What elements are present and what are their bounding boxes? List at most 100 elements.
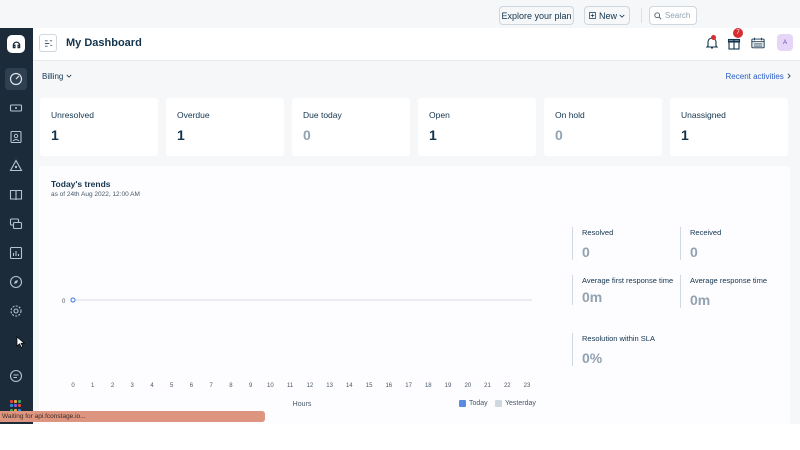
x-tick-label: 15: [366, 383, 373, 389]
sidebar-reports-icon[interactable]: [5, 242, 27, 264]
plus-box-icon: [588, 12, 596, 19]
chevron-right-icon: [787, 73, 791, 79]
stat-label: Average response time: [690, 276, 767, 285]
legend-yesterday[interactable]: Yesterday: [495, 400, 536, 407]
legend-label-yesterday: Yesterday: [505, 400, 536, 407]
x-tick-label: 13: [326, 383, 333, 389]
stat-received: Received 0: [680, 227, 780, 260]
stat-value: 0: [690, 244, 698, 260]
today-data-point: [70, 297, 76, 303]
stat-label: Received: [690, 228, 722, 237]
x-tick-label: 22: [504, 383, 511, 389]
card-value: 0: [303, 127, 311, 143]
x-tick-label: 7: [210, 383, 214, 389]
y-tick-label: 0: [62, 299, 66, 305]
workspace-filter-dropdown[interactable]: Billing: [42, 72, 72, 81]
x-tick-label: 2: [111, 383, 115, 389]
x-tick-label: 21: [484, 383, 491, 389]
x-tick-label: 10: [267, 383, 274, 389]
summary-card-overdue[interactable]: Overdue 1: [166, 98, 284, 156]
x-tick-label: 9: [249, 383, 253, 389]
sidebar-groups-icon[interactable]: [5, 155, 27, 177]
stat-avg-response: Average response time 0m: [680, 275, 782, 308]
x-tick-label: 5: [170, 383, 174, 389]
x-tick-label: 3: [131, 383, 135, 389]
summary-card-unassigned[interactable]: Unassigned 1: [670, 98, 788, 156]
legend-swatch-today: [459, 400, 466, 407]
app-switcher-icon[interactable]: [10, 400, 22, 412]
apps-calendar-icon[interactable]: [750, 36, 765, 50]
sidebar-chat-icon[interactable]: [5, 365, 27, 387]
sidebar-contacts-icon[interactable]: [5, 126, 27, 148]
recent-activities-label: Recent activities: [725, 72, 784, 81]
app-frame: My Dashboard Explore your plan New Searc…: [0, 6, 800, 424]
sidebar-dashboard-icon[interactable]: [5, 68, 27, 90]
trends-chart: 0 0 1 2 3 4 5 6 7 8 9 10 11 12 13 14 15 16 17 18 19 20 21 22 23…: [62, 297, 532, 408]
summary-card-due-today[interactable]: Due today 0: [292, 98, 410, 156]
card-label: Unassigned: [681, 110, 726, 120]
x-axis-ticks: 0 1 2 3 4 5 6 7 8 9 10 11 12 13 14 15 16 17 18 19 20 21 22 23: [71, 383, 531, 389]
card-label: Overdue: [177, 110, 210, 120]
stat-value: 0: [582, 244, 590, 260]
sidebar-tickets-icon[interactable]: [5, 97, 27, 119]
sub-bar: Billing Recent activities: [33, 62, 800, 91]
stat-value: 0m: [582, 289, 603, 305]
stat-resolution-sla: Resolution within SLA 0%: [572, 333, 674, 366]
card-value: 1: [51, 127, 59, 143]
search-icon: [654, 11, 662, 20]
chevron-down-icon: [66, 74, 72, 78]
user-avatar[interactable]: A: [777, 34, 793, 51]
collapse-menu-icon: [44, 39, 52, 47]
legend-swatch-yesterday: [495, 400, 502, 407]
sidebar-knowledge-base-icon[interactable]: [5, 184, 27, 206]
trends-subtitle: as of 24th Aug 2022, 12:00 AM: [51, 191, 140, 198]
x-tick-label: 4: [150, 383, 154, 389]
card-value: 1: [177, 127, 185, 143]
summary-card-open[interactable]: Open 1: [418, 98, 536, 156]
stat-avg-first-response: Average first response time 0m: [572, 275, 674, 305]
recent-activities-link[interactable]: Recent activities: [726, 72, 792, 81]
card-label: On hold: [555, 110, 585, 120]
x-tick-label: 16: [385, 383, 392, 389]
card-value: 1: [681, 127, 689, 143]
todays-trends-panel: Today's trends as of 24th Aug 2022, 12:0…: [39, 166, 790, 424]
sidebar-explore-icon[interactable]: [5, 271, 27, 293]
stat-label: Resolution within SLA: [582, 334, 655, 343]
x-tick-label: 20: [464, 383, 471, 389]
card-label: Open: [429, 110, 450, 120]
x-tick-label: 11: [287, 383, 294, 389]
x-tick-label: 19: [445, 383, 452, 389]
legend-today[interactable]: Today: [459, 400, 488, 407]
x-tick-label: 18: [425, 383, 432, 389]
x-tick-label: 0: [71, 383, 75, 389]
workspace-filter-label: Billing: [42, 72, 64, 81]
x-tick-label: 17: [405, 383, 412, 389]
new-button[interactable]: New: [584, 6, 630, 25]
trends-title: Today's trends: [51, 179, 111, 189]
gift-count-badge: 7: [733, 28, 743, 38]
gift-icon[interactable]: [727, 36, 741, 50]
stat-value: 0m: [690, 292, 711, 308]
card-value: 0: [555, 127, 563, 143]
explore-plan-button[interactable]: Explore your plan: [499, 6, 574, 25]
card-label: Unresolved: [51, 110, 94, 120]
mouse-cursor-icon: [16, 336, 26, 348]
sidebar-settings-icon[interactable]: [5, 300, 27, 322]
summary-card-on-hold[interactable]: On hold 0: [544, 98, 662, 156]
x-tick-label: 14: [346, 383, 353, 389]
sidebar-toggle-button[interactable]: [39, 34, 57, 52]
top-bar: My Dashboard: [33, 28, 800, 61]
search-placeholder: Search: [665, 11, 691, 20]
new-button-label: New: [598, 10, 617, 21]
x-axis-label: Hours: [293, 401, 312, 408]
explore-plan-label: Explore your plan: [501, 10, 572, 21]
search-input[interactable]: Search: [649, 6, 697, 25]
sidebar-forums-icon[interactable]: [5, 213, 27, 235]
summary-card-unresolved[interactable]: Unresolved 1: [40, 98, 158, 156]
x-tick-label: 8: [229, 383, 233, 389]
x-tick-label: 23: [524, 383, 531, 389]
card-value: 1: [429, 127, 437, 143]
x-tick-label: 1: [91, 383, 95, 389]
legend-label-today: Today: [469, 400, 488, 407]
freshdesk-logo-icon[interactable]: [7, 35, 25, 53]
